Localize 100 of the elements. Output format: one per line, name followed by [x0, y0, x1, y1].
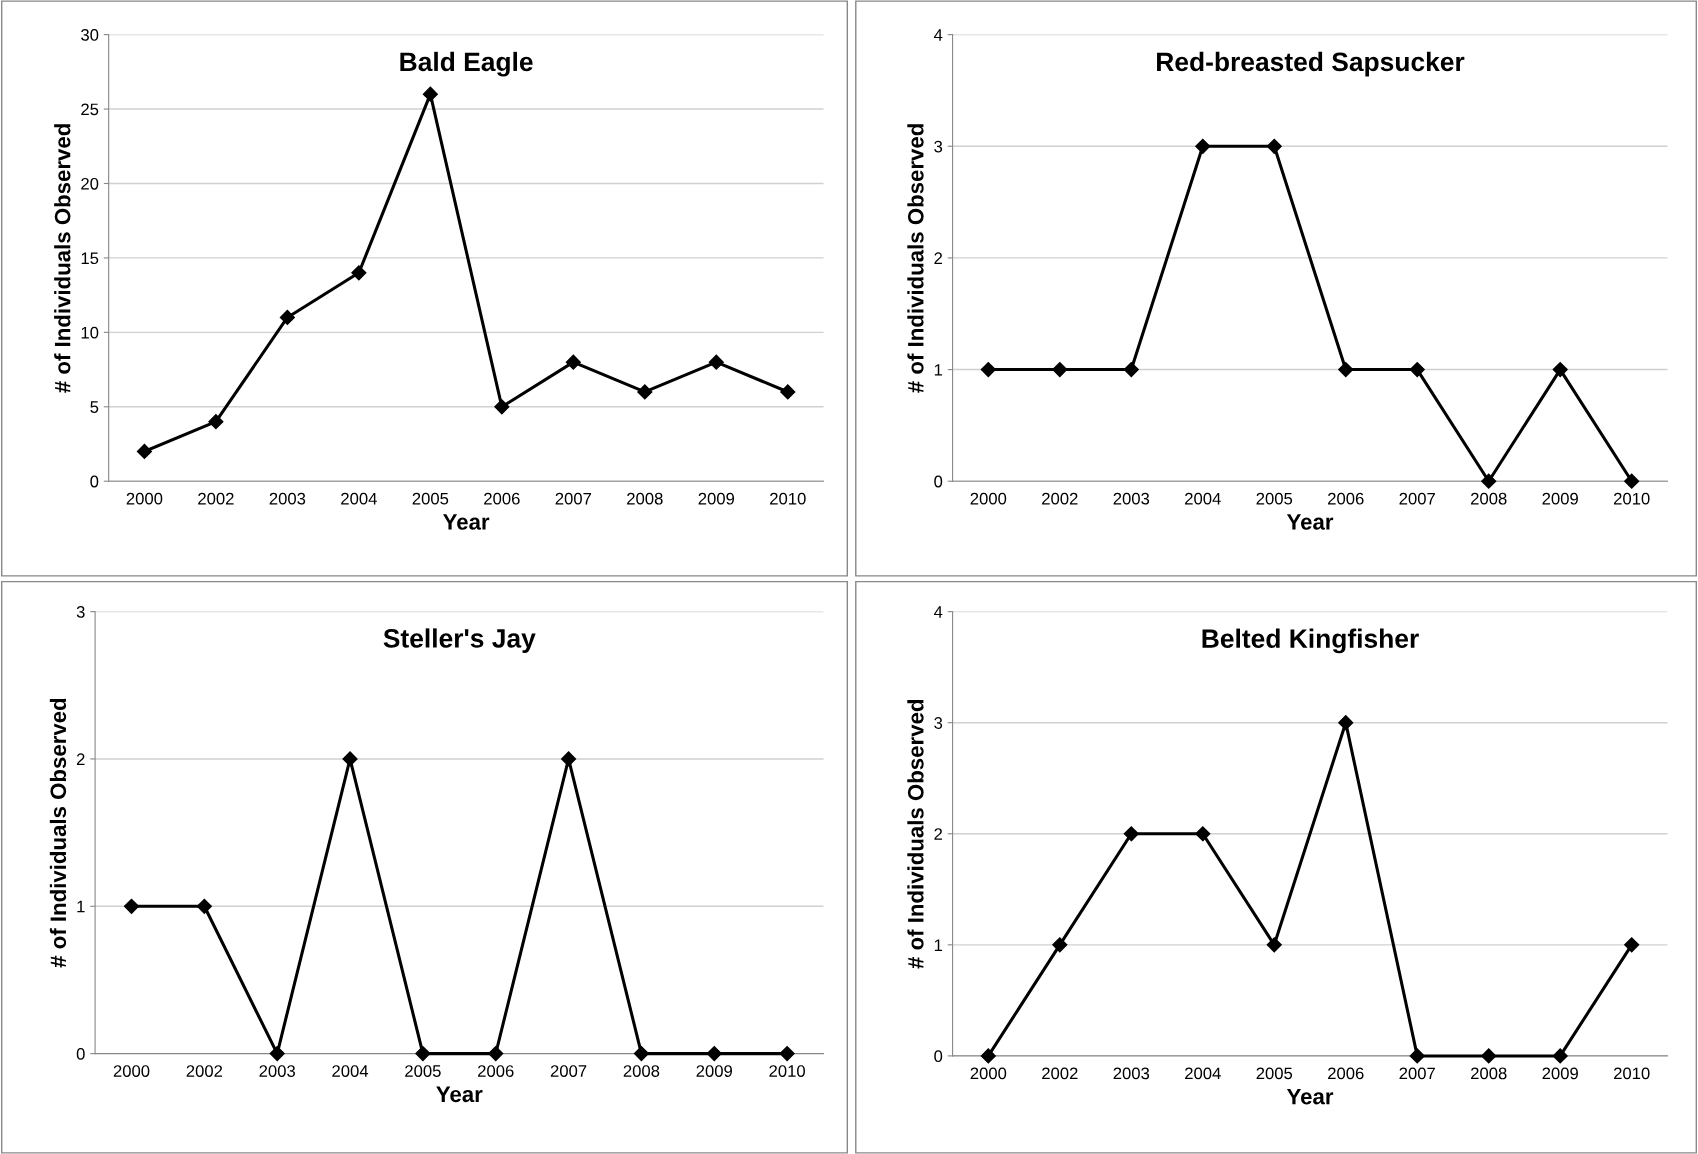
y-tick-label: 3 — [934, 717, 943, 729]
y-tick-label: 2 — [934, 252, 943, 264]
x-tick-label: 2009 — [1542, 492, 1578, 505]
x-tick-label: 2009 — [698, 492, 735, 505]
x-tick-label: 2008 — [1471, 1067, 1507, 1080]
point — [561, 751, 577, 767]
x-tick-label: 2010 — [770, 492, 806, 505]
x-tick-label: 2005 — [1256, 1067, 1293, 1080]
point — [708, 354, 724, 370]
x-tick-label: 2005 — [1256, 492, 1293, 505]
y-tick-label: 3 — [934, 140, 943, 153]
x-tick-label: 2000 — [113, 1065, 150, 1077]
point — [1123, 361, 1139, 378]
point — [980, 361, 996, 378]
y-tick-label: 4 — [933, 606, 943, 618]
x-tick-label: 2005 — [412, 492, 449, 505]
point — [279, 309, 295, 326]
point — [208, 414, 224, 430]
point — [1481, 1048, 1497, 1064]
point — [494, 399, 510, 415]
point — [1195, 826, 1211, 842]
y-tick-label: 1 — [77, 900, 85, 913]
point — [780, 384, 796, 400]
point — [565, 354, 581, 370]
x-tick-label: 2003 — [1113, 492, 1150, 505]
text: Belted Kingfisher — [1202, 628, 1419, 654]
x-tick-label: 2004 — [1185, 492, 1221, 505]
x-tick-label: 2006 — [1328, 492, 1364, 505]
x-axis-title: Year — [436, 1086, 483, 1103]
point — [269, 1046, 285, 1062]
x-tick-label: 2002 — [1042, 492, 1078, 505]
point — [1552, 1048, 1568, 1064]
x-tick-label: 2002 — [1042, 1067, 1078, 1080]
x-tick-label: 2007 — [555, 492, 592, 505]
x-tick-label: 2003 — [269, 492, 306, 505]
y-tick-label: 0 — [934, 1050, 943, 1063]
point — [342, 751, 358, 767]
y-tick-label: 3 — [76, 606, 85, 618]
y-tick-label: 10 — [81, 326, 99, 339]
point — [1123, 826, 1139, 842]
x-tick-label: 2009 — [1542, 1067, 1578, 1080]
point — [1266, 138, 1282, 154]
x-axis-title: Year — [443, 514, 490, 530]
y-axis-title: # of Individuals Observed — [54, 124, 71, 393]
point — [1552, 361, 1568, 378]
point — [706, 1046, 722, 1062]
x-tick-label: 2002 — [198, 492, 234, 505]
point — [633, 1046, 649, 1062]
point — [637, 384, 653, 400]
x-tick-label: 2007 — [550, 1065, 587, 1077]
point — [1481, 473, 1497, 489]
point — [123, 898, 140, 914]
point — [1409, 1048, 1425, 1064]
point — [1624, 473, 1640, 489]
y-tick-label: 2 — [76, 753, 85, 765]
x-tick-label: 2005 — [405, 1065, 441, 1077]
point — [488, 1046, 504, 1062]
x-tick-label: 2003 — [259, 1065, 296, 1077]
x-tick-label: 2007 — [1399, 492, 1435, 505]
x-tick-label: 2008 — [627, 492, 663, 505]
y-axis-title: # of Individuals Observed — [907, 700, 924, 969]
x-tick-label: 2004 — [341, 492, 377, 505]
y-tick-label: 0 — [90, 475, 99, 488]
x-axis-title: Year — [1286, 514, 1334, 530]
x-tick-label: 2000 — [970, 492, 1007, 505]
x-tick-label: 2006 — [478, 1065, 514, 1077]
point — [1338, 715, 1354, 731]
x-tick-label: 2010 — [1614, 1067, 1650, 1080]
point — [980, 1048, 996, 1064]
x-tick-label: 2008 — [1471, 492, 1507, 505]
x-tick-label: 2004 — [332, 1065, 369, 1077]
point — [1624, 937, 1640, 953]
text: Red-breasted Sapsucker — [1157, 51, 1465, 77]
y-tick-label: 1 — [934, 939, 943, 951]
y-axis-title: # of Individuals Observed — [49, 698, 67, 968]
x-tick-label: 2007 — [1399, 1067, 1435, 1080]
y-tick-label: 1 — [934, 364, 943, 376]
point — [415, 1046, 431, 1062]
y-tick-label: 15 — [81, 252, 99, 265]
x-axis-title: Year — [1286, 1088, 1334, 1105]
text: Bald Eagle — [400, 51, 533, 77]
point — [136, 443, 152, 460]
point — [779, 1046, 795, 1062]
y-tick-label: 4 — [933, 29, 943, 41]
point — [1338, 361, 1354, 378]
y-tick-label: 0 — [76, 1048, 85, 1060]
y-tick-label: 25 — [81, 103, 99, 116]
y-tick-label: 5 — [90, 401, 99, 413]
x-tick-label: 2009 — [696, 1065, 733, 1077]
x-tick-label: 2004 — [1185, 1067, 1221, 1080]
x-tick-label: 2000 — [126, 492, 163, 505]
x-tick-label: 2010 — [769, 1065, 805, 1077]
x-tick-label: 2006 — [1328, 1067, 1364, 1080]
point — [1052, 361, 1068, 378]
x-tick-label: 2000 — [970, 1067, 1007, 1080]
y-tick-label: 30 — [81, 29, 99, 41]
point — [1195, 138, 1211, 154]
point — [1052, 937, 1068, 953]
y-tick-label: 20 — [81, 177, 99, 190]
x-tick-label: 2003 — [1113, 1067, 1150, 1080]
